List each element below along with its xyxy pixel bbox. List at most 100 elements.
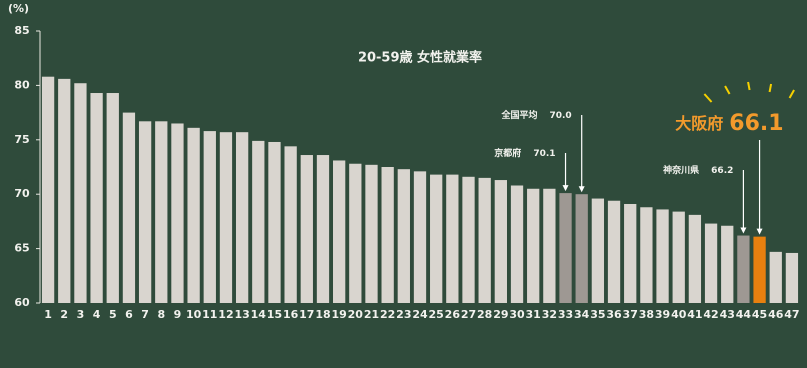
bar [219,132,233,303]
x-tick-label: 45 [752,308,767,321]
x-tick-label: 42 [703,308,718,321]
x-tick-label: 28 [477,308,492,321]
y-tick-label: 60 [14,296,30,309]
bar [397,169,410,303]
bar [106,93,119,304]
bar [300,155,313,303]
bar [316,155,330,303]
arrow-head [562,185,569,192]
x-tick-label: 14 [251,308,267,321]
x-tick-label: 30 [509,308,525,321]
x-tick-label: 21 [364,308,379,321]
bar [753,236,766,303]
x-tick-label: 2 [60,308,68,321]
x-tick-label: 1 [44,308,52,321]
arrow-head [740,227,747,234]
x-tick-label: 33 [558,308,573,321]
x-tick-label: 40 [671,308,687,321]
x-tick-label: 13 [234,308,249,321]
bar [494,180,507,303]
bar [527,188,540,303]
ray [724,85,731,95]
bar [543,188,556,303]
x-tick-label: 29 [493,308,508,321]
bar [122,112,136,303]
annotation-text: 大阪府 [675,114,723,133]
ray [788,89,795,99]
bar [74,83,87,303]
bar [640,207,653,303]
bar [155,121,168,303]
bar [268,141,281,303]
annotation-label: 大阪府 66.1 [675,111,783,136]
x-tick-label: 17 [299,308,314,321]
x-tick-label: 16 [283,308,299,321]
arrow-head [578,186,585,193]
chart-title: 20-59歳 女性就業率 [358,50,482,66]
annotation-value: 70.0 [549,111,571,121]
bar [333,160,346,303]
x-tick-label: 35 [590,308,605,321]
ray [703,93,713,103]
x-tick-label: 9 [174,308,182,321]
x-tick-label: 34 [574,308,590,321]
x-tick-label: 23 [396,308,411,321]
bar [187,127,200,303]
bar [203,131,216,303]
bar [607,200,621,303]
bar [704,223,718,303]
x-tick-label: 11 [202,308,217,321]
x-tick-label: 47 [784,308,799,321]
bar [381,167,394,303]
bar [624,203,637,303]
bar [478,177,491,303]
bar [721,225,734,303]
bar [737,235,750,303]
y-tick-label: 85 [14,24,29,37]
x-tick-label: 37 [623,308,638,321]
annotation-value: 66.1 [729,111,783,136]
x-tick-label: 3 [77,308,85,321]
y-tick-label: 80 [14,78,30,91]
bar [58,78,71,303]
bar [688,214,702,303]
bar [235,132,249,303]
bar [284,146,297,303]
x-tick-label: 6 [125,308,133,321]
bar [591,198,605,303]
x-tick-label: 25 [429,308,444,321]
x-tick-label: 5 [109,308,117,321]
x-tick-label: 36 [606,308,622,321]
annotation-label: 京都府 70.1 [494,147,555,159]
x-tick-label: 41 [687,308,702,321]
ray [768,83,773,93]
bar [559,193,572,303]
bar [769,251,782,303]
bar [365,164,378,303]
x-tick-label: 10 [186,308,202,321]
x-tick-label: 7 [141,308,149,321]
bar [672,211,685,303]
bar [171,123,184,303]
bar [656,209,669,303]
x-tick-label: 8 [157,308,165,321]
x-tick-label: 24 [412,308,428,321]
x-tick-label: 32 [542,308,557,321]
annotation-text: 神奈川県 [663,164,699,176]
y-tick-label: 75 [14,133,29,146]
arrow-head [756,228,763,235]
x-tick-label: 27 [461,308,476,321]
x-tick-label: 15 [267,308,282,321]
x-tick-label: 19 [331,308,346,321]
x-tick-label: 46 [768,308,784,321]
y-unit: (%) [8,2,29,15]
x-tick-label: 31 [526,308,541,321]
annotation-text: 全国平均 [500,109,537,121]
bar [90,93,103,304]
annotation-label: 全国平均 70.0 [500,109,571,121]
bar [138,121,152,303]
ray [747,81,751,91]
x-tick-label: 12 [218,308,233,321]
